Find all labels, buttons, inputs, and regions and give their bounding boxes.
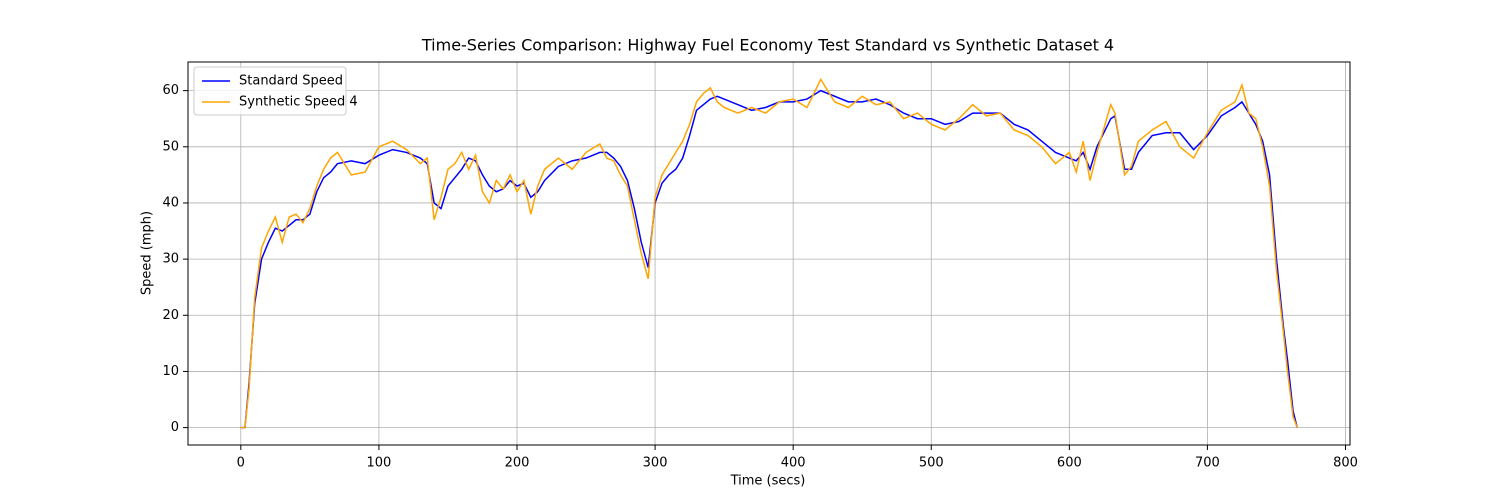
x-tick-label: 500 [919,456,944,471]
x-tick-label: 800 [1333,456,1358,471]
y-tick-label: 50 [162,139,179,154]
legend-label: Synthetic Speed 4 [239,95,358,110]
plot-frame [187,61,1351,446]
y-tick-label: 20 [162,308,179,323]
x-axis-label: Time (secs) [730,474,806,489]
y-tick-label: 10 [162,364,179,379]
y-tick-label: 0 [171,420,179,435]
x-tick-label: 100 [366,456,391,471]
x-tick-label: 200 [505,456,530,471]
y-tick-label: 40 [162,195,179,210]
x-tick-label: 400 [781,456,806,471]
x-tick-label: 700 [1195,456,1220,471]
y-axis-label: Speed (mph) [140,211,155,295]
y-tick-label: 30 [162,252,179,267]
legend-label: Standard Speed [239,74,343,89]
y-tick-label: 60 [162,83,179,98]
x-tick-label: 600 [1057,456,1082,471]
series-line [240,89,1298,429]
x-tick-label: 300 [643,456,668,471]
series-line [240,77,1298,429]
legend-box [193,66,347,116]
chart-title: Time-Series Comparison: Highway Fuel Eco… [421,36,1114,55]
x-tick-label: 0 [237,456,245,471]
